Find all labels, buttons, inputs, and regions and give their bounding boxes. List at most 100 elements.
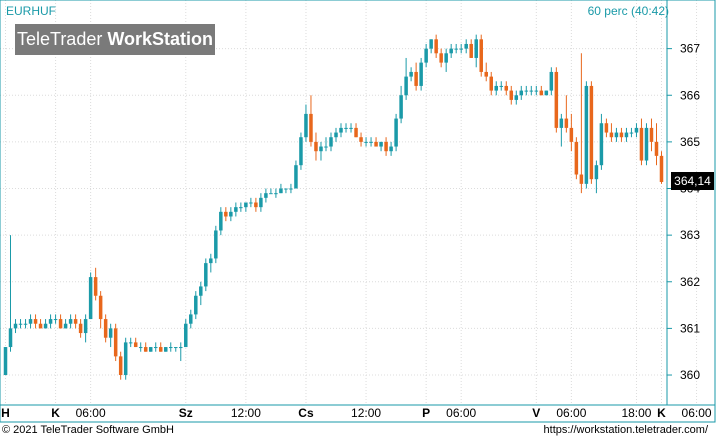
candle-body bbox=[18, 323, 23, 325]
candle-body bbox=[158, 347, 163, 352]
candle-body bbox=[304, 113, 308, 138]
candle-body bbox=[479, 39, 483, 72]
candle-body bbox=[274, 193, 278, 195]
candle-body bbox=[58, 319, 63, 329]
candle-body bbox=[589, 85, 594, 180]
x-tick-label: K bbox=[51, 406, 60, 420]
copyright-text: © 2021 TeleTrader Software GmbH bbox=[2, 424, 174, 436]
candle-body bbox=[499, 85, 504, 87]
candle-body bbox=[259, 197, 263, 208]
last-price-tag: 364,14 bbox=[671, 172, 714, 190]
candle-body bbox=[244, 202, 248, 208]
x-tick-label: 06:00 bbox=[446, 406, 476, 420]
candle-body bbox=[339, 127, 343, 133]
vertical-gridlines bbox=[5, 0, 698, 405]
y-tick-label: 366 bbox=[680, 88, 700, 102]
plot-frame bbox=[0, 0, 668, 406]
candle-body bbox=[494, 85, 498, 91]
candle-body bbox=[314, 141, 318, 152]
candle-body bbox=[279, 188, 283, 194]
candle-body bbox=[459, 48, 463, 50]
candle-body bbox=[544, 90, 549, 96]
candle-body bbox=[83, 319, 88, 334]
x-tick-label: 06:00 bbox=[76, 406, 106, 420]
candle-body bbox=[379, 141, 383, 147]
candle-body bbox=[634, 127, 639, 133]
candle-body bbox=[163, 347, 168, 352]
candle-body bbox=[148, 347, 153, 352]
candle-body bbox=[609, 132, 614, 138]
x-tick-label: 12:00 bbox=[231, 406, 261, 420]
candle-body bbox=[249, 202, 253, 204]
x-tick-label: Sz bbox=[179, 406, 193, 420]
candle-body bbox=[529, 90, 534, 92]
candle-body bbox=[399, 95, 403, 119]
candle-body bbox=[514, 95, 519, 100]
x-tick-label: K bbox=[657, 406, 666, 420]
symbol-label: EURHUF bbox=[6, 4, 56, 18]
candle-body bbox=[199, 286, 203, 296]
candle-body bbox=[364, 141, 368, 143]
candle-body bbox=[484, 71, 488, 77]
candle-body bbox=[184, 323, 188, 348]
horizontal-gridlines bbox=[0, 48, 667, 376]
candle-body bbox=[93, 277, 98, 296]
candle-body bbox=[409, 71, 413, 77]
candle-body bbox=[334, 132, 338, 138]
candle-body bbox=[369, 141, 373, 143]
candle-body bbox=[264, 193, 268, 198]
candle-body bbox=[599, 123, 604, 166]
candle-body bbox=[384, 141, 388, 152]
candle-body bbox=[429, 39, 433, 49]
y-axis-frame bbox=[666, 0, 716, 406]
candle-body bbox=[68, 319, 73, 324]
candle-body bbox=[354, 127, 358, 138]
candle-body bbox=[153, 347, 158, 349]
candle-body bbox=[349, 127, 353, 129]
candle-body bbox=[33, 319, 38, 324]
candle-body bbox=[38, 323, 43, 329]
x-tick-label: 12:00 bbox=[351, 406, 381, 420]
candle-body bbox=[509, 90, 514, 100]
candle-body bbox=[619, 132, 624, 138]
candle-body bbox=[179, 347, 183, 349]
y-tick-label: 365 bbox=[680, 135, 700, 149]
candle-body bbox=[3, 347, 8, 376]
x-tick-label: V bbox=[532, 406, 540, 420]
candle-body bbox=[649, 127, 654, 142]
candle-body bbox=[289, 188, 293, 190]
candle-body bbox=[489, 76, 493, 91]
candle-body bbox=[434, 39, 438, 54]
candle-body bbox=[229, 211, 233, 217]
candle-body bbox=[28, 319, 33, 324]
candle-body bbox=[474, 39, 478, 58]
x-tick-label: 18:00 bbox=[621, 406, 651, 420]
candle-body bbox=[204, 263, 208, 287]
candle-body bbox=[103, 319, 108, 338]
logo-brand-light: TeleTrader bbox=[16, 29, 108, 49]
candle-body bbox=[624, 132, 629, 138]
candle-body bbox=[128, 342, 133, 344]
candle-body bbox=[269, 193, 273, 195]
candle-body bbox=[329, 137, 333, 147]
candle-body bbox=[118, 356, 123, 376]
candle-body bbox=[169, 347, 173, 349]
candle-body bbox=[469, 43, 473, 58]
candle-body bbox=[48, 319, 53, 324]
candle-body bbox=[239, 207, 243, 209]
candle-body bbox=[73, 319, 78, 324]
x-tick-label: 06:00 bbox=[682, 406, 712, 420]
footer-bar: © 2021 TeleTrader Software GmbH https://… bbox=[0, 423, 716, 440]
candle-body bbox=[404, 76, 408, 96]
x-tick-label: 06:00 bbox=[556, 406, 586, 420]
x-axis-tick-labels: H K 06:00 Sz 12:00 Cs 12:00 P 06:00 V 06:00 18:00 K 0… bbox=[1, 406, 712, 420]
teletrader-logo: TeleTrader WorkStation bbox=[15, 24, 215, 55]
candle-body bbox=[189, 314, 193, 324]
candle-body bbox=[344, 127, 348, 129]
candle-body bbox=[43, 323, 48, 329]
website-link[interactable]: https://workstation.teletrader.com/ bbox=[543, 424, 708, 436]
candle-body bbox=[414, 71, 418, 86]
candle-body bbox=[13, 323, 18, 329]
candle-body bbox=[654, 141, 659, 156]
x-tick-label: Cs bbox=[298, 406, 314, 420]
